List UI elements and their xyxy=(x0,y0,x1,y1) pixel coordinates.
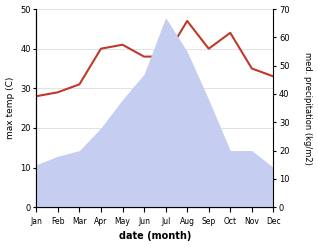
Y-axis label: med. precipitation (kg/m2): med. precipitation (kg/m2) xyxy=(303,52,313,165)
X-axis label: date (month): date (month) xyxy=(119,231,191,242)
Y-axis label: max temp (C): max temp (C) xyxy=(5,77,15,139)
